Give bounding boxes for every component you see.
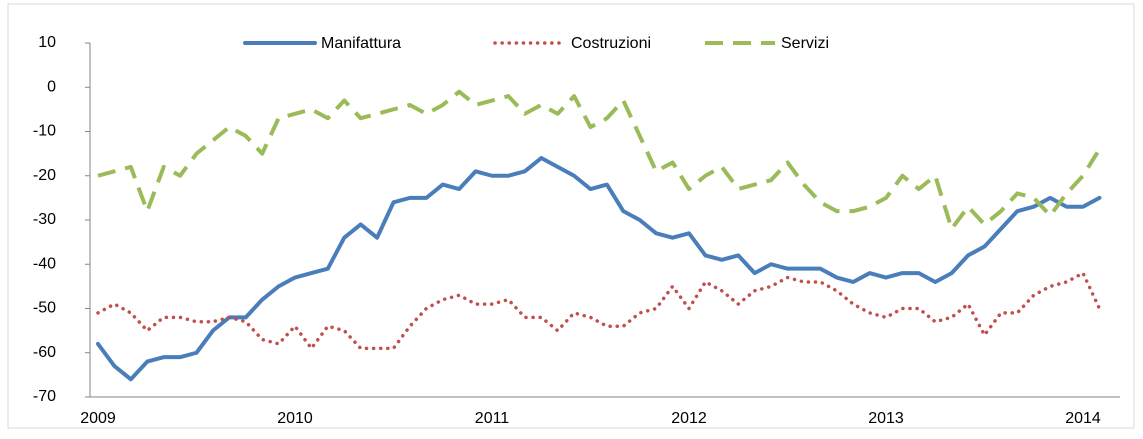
y-tick-label: -20 xyxy=(33,167,56,184)
x-tick-label: 2012 xyxy=(671,410,707,427)
series-line xyxy=(96,156,1102,382)
y-tick-label: -40 xyxy=(33,255,56,272)
legend-label: Costruzioni xyxy=(571,35,651,52)
x-tick-label: 2014 xyxy=(1065,410,1101,427)
series-line xyxy=(96,271,1102,351)
chart-border xyxy=(7,3,1135,429)
x-tick-label: 2011 xyxy=(475,410,510,427)
y-tick-label: -70 xyxy=(33,388,56,405)
y-tick-label: -30 xyxy=(33,211,56,228)
y-tick-label: -60 xyxy=(33,344,56,361)
series-line xyxy=(97,89,1102,231)
y-tick-label: 0 xyxy=(47,78,56,95)
x-tick-label: 2010 xyxy=(277,410,313,427)
legend-label: Manifattura xyxy=(321,35,401,52)
x-tick-label: 2013 xyxy=(868,410,904,427)
y-tick-label: -50 xyxy=(33,300,56,317)
legend-label: Servizi xyxy=(781,35,829,52)
x-tick-label: 2009 xyxy=(80,410,116,427)
y-tick-label: 10 xyxy=(38,34,56,51)
y-tick-label: -10 xyxy=(33,123,56,140)
